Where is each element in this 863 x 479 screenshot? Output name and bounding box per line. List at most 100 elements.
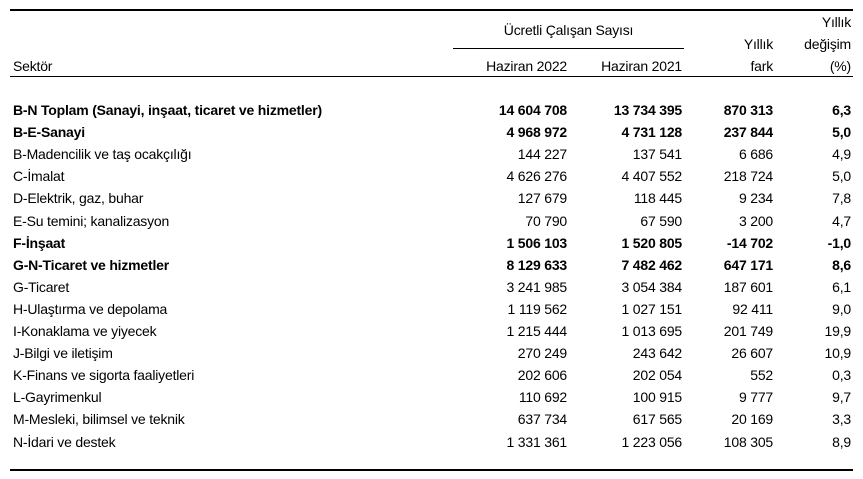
- haziran-2021-cell: 137 541: [632, 146, 682, 163]
- haziran-2022-cell: 8 129 633: [506, 256, 568, 273]
- col-2021-header: Haziran 2021: [601, 58, 682, 74]
- table-row: J-Bilgi ve iletişim 270 249 243 642 26 607 1…: [0, 344, 863, 366]
- table-row: F-İnşaat 1 506 103 1 520 805 -14 702 -1,0: [0, 234, 863, 256]
- table-row: L-Gayrimenkul 110 692 100 915 9 777 9,7: [0, 388, 863, 410]
- haziran-2022-cell: 1 119 562: [507, 300, 568, 317]
- sector-cell: N-İdari ve destek: [13, 433, 116, 450]
- haziran-2021-cell: 617 565: [632, 411, 682, 428]
- sector-cell: L-Gayrimenkul: [13, 389, 102, 406]
- sector-cell: I-Konaklama ve yiyecek: [13, 323, 157, 339]
- sector-cell: K-Finans ve sigorta faaliyetleri: [13, 367, 195, 384]
- haziran-2021-cell: 4 407 552: [621, 168, 683, 185]
- sector-cell: M-Mesleki, bilimsel ve teknik: [13, 411, 185, 428]
- haziran-2022-cell: 70 790: [525, 212, 567, 229]
- sector-cell: F-İnşaat: [13, 234, 66, 251]
- haziran-2021-cell: 1 027 151: [621, 300, 683, 317]
- annual-diff-cell: 552: [750, 367, 773, 384]
- table-row: D-Elektrik, gaz, buhar 127 679 118 445 9 23…: [0, 189, 863, 211]
- haziran-2022-cell: 1 331 361: [506, 433, 568, 450]
- table-row: E-Su temini; kanalizasyon 70 790 67 590 3 2…: [0, 212, 863, 234]
- haziran-2021-cell: 3 054 384: [621, 278, 683, 295]
- annual-change-pct-cell: 3,3: [832, 411, 851, 428]
- haziran-2021-cell: 202 054: [632, 367, 682, 384]
- annual-diff-cell: -14 702: [726, 234, 773, 251]
- haziran-2021-cell: 118 445: [633, 190, 682, 207]
- haziran-2021-cell: 13 734 395: [613, 102, 682, 118]
- annual-diff-cell: 9 234: [738, 190, 773, 207]
- sector-cell: B-N Toplam (Sanayi, inşaat, ticaret ve h…: [13, 102, 322, 118]
- haziran-2021-cell: 67 590: [640, 212, 682, 229]
- annual-diff-cell: 201 749: [723, 323, 773, 339]
- annual-diff-cell: 218 724: [723, 168, 773, 185]
- top-rule: [10, 9, 853, 11]
- header-rule: [10, 76, 853, 77]
- haziran-2022-cell: 1 506 103: [506, 234, 568, 251]
- annual-diff-cell: 870 313: [723, 102, 773, 118]
- annual-change-pct-cell: 4,7: [832, 212, 851, 229]
- sector-cell: B-E-Sanayi: [13, 124, 85, 141]
- table-row: N-İdari ve destek 1 331 361 1 223 056 108 3…: [0, 433, 863, 455]
- annual-diff-cell: 3 200: [738, 212, 773, 229]
- annual-change-pct-cell: 7,8: [832, 190, 851, 207]
- table-row: G-N-Ticaret ve hizmetler 8 129 633 7 482 4…: [0, 256, 863, 278]
- haziran-2022-cell: 637 734: [517, 411, 567, 428]
- sector-cell: H-Ulaştırma ve depolama: [13, 300, 168, 317]
- col-2022-header: Haziran 2022: [486, 58, 567, 74]
- annual-change-pct-cell: 9,7: [832, 389, 851, 406]
- haziran-2021-cell: 1 013 695: [621, 323, 683, 339]
- group-underline: [453, 48, 684, 49]
- haziran-2021-cell: 1 223 056: [621, 433, 683, 450]
- group-title: Ücretli Çalışan Sayısı: [503, 22, 634, 38]
- sector-cell: E-Su temini; kanalizasyon: [13, 212, 170, 229]
- table-row: C-İmalat 4 626 276 4 407 552 218 724 5,0: [0, 167, 863, 189]
- annual-change-pct-cell: 5,0: [832, 168, 851, 185]
- annual-change-pct-cell: 10,9: [824, 345, 852, 362]
- bottom-rule: [10, 469, 853, 471]
- table-row: I-Konaklama ve yiyecek 1 215 444 1 013 695…: [0, 322, 863, 344]
- haziran-2021-cell: 100 915: [632, 389, 682, 406]
- haziran-2022-cell: 127 679: [517, 190, 567, 207]
- table-row: B-N Toplam (Sanayi, inşaat, ticaret ve h…: [0, 101, 863, 123]
- annual-change-pct-cell: 6,1: [832, 278, 851, 295]
- haziran-2022-cell: 1 215 444: [506, 323, 568, 339]
- table-row: M-Mesleki, bilimsel ve teknik 637 734 617 …: [0, 410, 863, 432]
- annual-change-pct-cell: 8,6: [832, 256, 851, 273]
- annual-change-pct-cell: 4,9: [832, 146, 851, 163]
- haziran-2021-cell: 4 731 128: [621, 124, 683, 141]
- annual-diff-cell: 9 777: [738, 389, 773, 406]
- annual-diff-cell: 6 686: [738, 146, 773, 163]
- diff-header-line2: fark: [750, 58, 773, 74]
- pct-header-line2: değişim: [804, 36, 851, 52]
- annual-change-pct-cell: 5,0: [832, 124, 851, 141]
- annual-diff-cell: 20 169: [731, 411, 773, 428]
- annual-diff-cell: 237 844: [723, 124, 773, 141]
- annual-change-pct-cell: -1,0: [827, 234, 852, 251]
- sector-cell: C-İmalat: [13, 168, 65, 185]
- annual-diff-cell: 187 601: [723, 278, 773, 295]
- annual-change-pct-cell: 8,9: [832, 433, 851, 450]
- haziran-2022-cell: 202 606: [517, 367, 567, 384]
- haziran-2022-cell: 3 241 985: [506, 278, 568, 295]
- sector-cell: G-N-Ticaret ve hizmetler: [13, 256, 169, 273]
- annual-change-pct-cell: 19,9: [824, 323, 852, 339]
- table-row: G-Ticaret 3 241 985 3 054 384 187 601 6,1: [0, 278, 863, 300]
- sector-cell: D-Elektrik, gaz, buhar: [13, 190, 144, 207]
- table-row: B-E-Sanayi 4 968 972 4 731 128 237 844 5,0: [0, 123, 863, 145]
- annual-diff-cell: 108 305: [723, 433, 773, 450]
- haziran-2022-cell: 14 604 708: [498, 102, 567, 118]
- diff-header-line1: Yıllık: [743, 36, 773, 52]
- haziran-2022-cell: 4 968 972: [506, 124, 568, 141]
- haziran-2021-cell: 1 520 805: [621, 234, 683, 251]
- annual-diff-cell: 26 607: [731, 345, 773, 362]
- annual-change-pct-cell: 0,3: [832, 367, 851, 384]
- haziran-2022-cell: 270 249: [517, 345, 567, 362]
- table-row: B-Madencilik ve taş ocakçılığı 144 227 137…: [0, 145, 863, 167]
- table-row: H-Ulaştırma ve depolama 1 119 562 1 027 15…: [0, 300, 863, 322]
- table-row: K-Finans ve sigorta faaliyetleri 202 606 2…: [0, 366, 863, 388]
- sector-header: Sektör: [13, 58, 53, 74]
- pct-header-line1: Yıllık: [821, 14, 851, 30]
- annual-diff-cell: 92 411: [732, 300, 773, 317]
- annual-change-pct-cell: 6,3: [832, 102, 851, 118]
- haziran-2022-cell: 110 692: [518, 389, 567, 406]
- haziran-2021-cell: 7 482 462: [621, 256, 683, 273]
